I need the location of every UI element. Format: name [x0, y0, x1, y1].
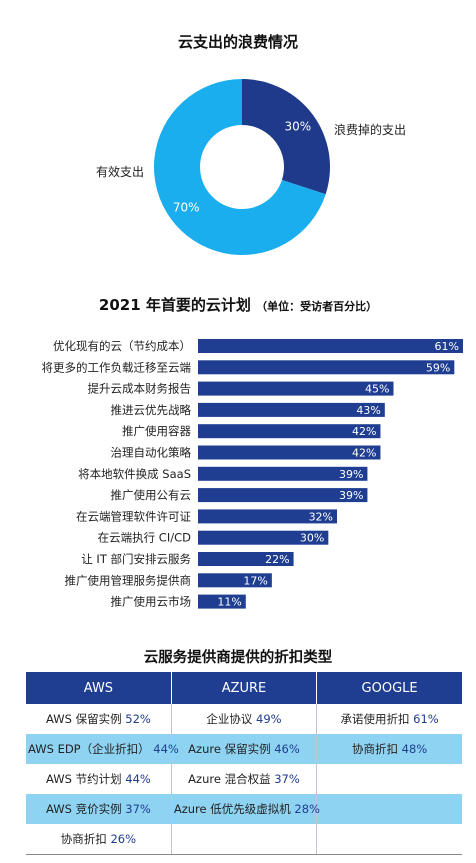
bar	[198, 360, 455, 375]
discount-table-header-row: AWS AZURE GOOGLE	[26, 672, 462, 704]
bar-category-label: 优化现有的云（节约成本）	[53, 339, 191, 353]
table-row: AWS 保留实例 52% 企业协议 49% 承诺使用折扣 61%	[26, 704, 462, 734]
bar-value-label: 39%	[339, 489, 363, 502]
bar-value-label: 22%	[265, 553, 289, 566]
bar-value-label: 32%	[309, 510, 333, 523]
column-header: GOOGLE	[316, 672, 462, 704]
bar-category-label: 推进云优先战略	[111, 403, 192, 417]
pie-slice	[154, 79, 326, 255]
bar	[198, 573, 272, 588]
pie-slice-value-label: 70%	[173, 201, 200, 215]
discount-type-label: AWS EDP（企业折扣）	[28, 742, 154, 756]
bar-category-label: 推广使用云市场	[111, 595, 192, 609]
bar-category-label: 将更多的工作负载迁移至云端	[42, 360, 192, 374]
bar	[198, 381, 394, 396]
table-cell: AWS EDP（企业折扣） 44%	[26, 734, 179, 764]
bar-value-label: 30%	[300, 532, 324, 545]
bar	[198, 552, 294, 566]
bar-value-label: 39%	[339, 468, 363, 481]
pie-slice-category-label: 有效支出	[96, 164, 144, 179]
table-cell	[316, 764, 462, 794]
bar	[198, 594, 246, 609]
discount-type-label: Azure 混合权益	[188, 772, 275, 786]
table-cell: 企业协议 49%	[170, 704, 317, 734]
discount-type-label: AWS 保留实例	[46, 712, 126, 726]
bar-chart: 优化现有的云（节约成本） 61% 将更多的工作负载迁移至云端 59% 提升云成本财务报告…	[42, 339, 463, 609]
bar-category-label: 将本地软件换成 SaaS	[78, 467, 191, 481]
discount-percentage: 44%	[125, 772, 151, 786]
bar-value-label: 61%	[435, 340, 459, 353]
table-cell: 协商折扣 26%	[26, 824, 172, 855]
table-row: AWS EDP（企业折扣） 44% Azure 保留实例 46% 协商折扣 48%	[26, 734, 462, 764]
bar-category-label: 推广使用管理服务提供商	[65, 573, 192, 587]
bar-category-label: 在云端管理软件许可证	[76, 509, 191, 523]
discount-percentage: 48%	[401, 742, 428, 756]
discount-percentage: 28%	[294, 802, 320, 816]
bar	[198, 530, 329, 545]
discount-table: AWS AZURE GOOGLE AWS 保留实例 52% 企业协议 49% 承诺使用折…	[26, 672, 462, 855]
bar-value-label: 42%	[352, 447, 376, 460]
table-row: AWS 节约计划 44% Azure 混合权益 37%	[26, 764, 462, 794]
column-header: AWS	[26, 672, 172, 704]
table-cell: Azure 低优先级虚拟机 28%	[170, 794, 320, 824]
bar-category-label: 在云端执行 CI/CD	[98, 531, 191, 545]
bar	[198, 424, 381, 439]
bar-value-label: 42%	[352, 425, 376, 438]
bar-value-label: 45%	[365, 383, 389, 396]
bar-category-label: 推广使用容器	[122, 424, 191, 438]
bar	[198, 339, 463, 353]
discount-percentage: 37%	[125, 802, 151, 816]
discount-type-label: 协商折扣	[60, 832, 111, 846]
table-row: 协商折扣 26%	[26, 824, 462, 855]
bar-category-label: 提升云成本财务报告	[88, 382, 192, 396]
pie-chart: 30% 浪费掉的支出 70% 有效支出	[96, 79, 406, 255]
pie-slice-category-label: 浪费掉的支出	[334, 122, 406, 137]
table-cell: AWS 保留实例 52%	[26, 704, 171, 734]
bar-category-label: 治理自动化策略	[111, 446, 192, 460]
pie-slice	[242, 79, 330, 195]
discount-percentage: 46%	[274, 742, 300, 756]
table-cell	[316, 824, 462, 855]
discount-table-title: 云服务提供商提供的折扣类型	[143, 650, 333, 666]
discount-type-label: AWS 节约计划	[46, 772, 126, 786]
bar	[198, 488, 368, 503]
bar-chart-subtitle: （单位：受访者百分比）	[256, 300, 378, 313]
bar-chart-title: 2021 年首要的云计划 （单位：受访者百分比）	[0, 294, 476, 315]
discount-percentage: 61%	[413, 712, 439, 726]
column-header: AZURE	[170, 672, 317, 704]
discount-type-label: 协商折扣	[351, 742, 402, 756]
discount-percentage: 37%	[274, 772, 300, 786]
discount-type-label: 承诺使用折扣	[340, 712, 414, 726]
bar-value-label: 43%	[356, 404, 380, 417]
pie-slice-value-label: 30%	[284, 119, 311, 133]
discount-type-label: AWS 竞价实例	[46, 802, 126, 816]
bar-category-label: 推广使用公有云	[111, 488, 192, 502]
pie-chart-title: 云支出的浪费情况	[177, 33, 298, 51]
bar	[198, 402, 385, 417]
discount-type-label: Azure 低优先级虚拟机	[173, 802, 295, 816]
bar-value-label: 17%	[243, 574, 267, 587]
table-cell: AWS 节约计划 44%	[26, 764, 171, 794]
discount-type-label: 企业协议	[206, 712, 257, 726]
bar	[198, 445, 381, 460]
bar-category-label: 让 IT 部门安排云服务	[81, 552, 191, 566]
table-cell	[316, 794, 462, 824]
table-cell: AWS 竞价实例 37%	[26, 794, 172, 824]
table-cell: 承诺使用折扣 61%	[316, 704, 462, 734]
discount-percentage: 44%	[153, 742, 179, 756]
table-cell: Azure 保留实例 46%	[170, 734, 317, 764]
discount-type-label: Azure 保留实例	[188, 742, 275, 756]
bar	[198, 466, 368, 481]
bar-value-label: 11%	[217, 596, 241, 609]
table-row: AWS 竞价实例 37% Azure 低优先级虚拟机 28%	[26, 794, 462, 824]
discount-percentage: 49%	[256, 712, 282, 726]
bar	[198, 509, 338, 524]
discount-percentage: 52%	[125, 712, 151, 726]
table-cell	[170, 824, 317, 855]
bar-chart-title-main: 2021 年首要的云计划	[98, 296, 251, 314]
bar-value-label: 59%	[426, 361, 450, 374]
table-cell: 协商折扣 48%	[316, 734, 462, 764]
discount-percentage: 26%	[110, 832, 137, 846]
table-cell: Azure 混合权益 37%	[170, 764, 317, 794]
